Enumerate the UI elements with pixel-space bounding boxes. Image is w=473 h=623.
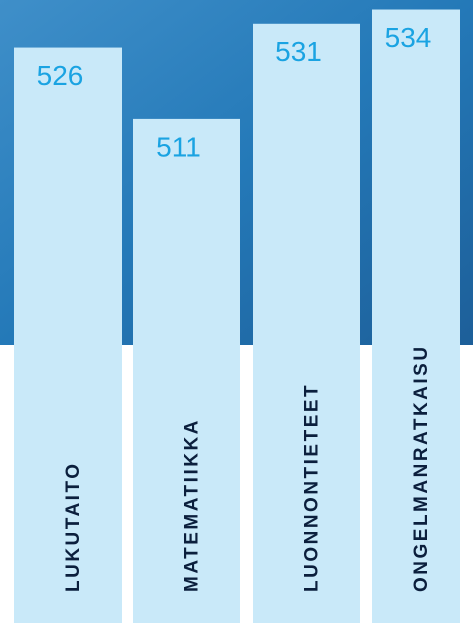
value-label: 511 bbox=[156, 131, 201, 162]
value-label: 534 bbox=[385, 22, 432, 53]
category-label: LUKUTAITO bbox=[63, 461, 84, 592]
value-label: 531 bbox=[275, 36, 322, 67]
category-label: LUONNONTIETEET bbox=[302, 383, 323, 592]
chart: 526 LUKUTAITO 511 MATEMATIIKKA 531 LUONNONTIE… bbox=[0, 0, 473, 623]
category-label: MATEMATIIKKA bbox=[182, 418, 203, 592]
value-label: 526 bbox=[37, 60, 84, 91]
category-label: ONGELMANRATKAISU bbox=[411, 344, 432, 592]
